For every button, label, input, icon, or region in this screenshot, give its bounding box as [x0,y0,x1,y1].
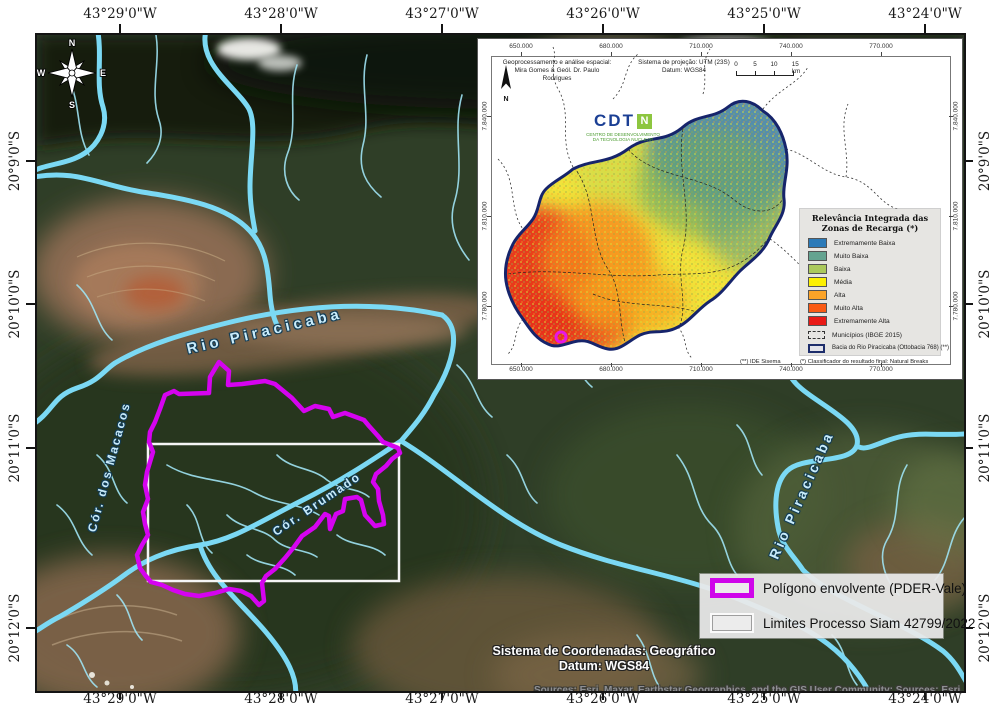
inset-municipality-inner [507,128,784,346]
coord-bottom-2: 43°27'0"W [405,691,479,707]
compass-s: S [69,100,75,109]
inset-projection: Sistema de projeção: UTM (23S) Datum: WG… [636,59,732,75]
cdtn-logo-sub2: DA TECNOLOGIA NUCLEAR [592,137,654,143]
inset-ytick-right-0: 7.840.000 [952,101,960,131]
cdtn-logo-nbox: N [636,113,652,129]
cdtn-logo-sub1: CENTRO DE DESENVOLVIMENTO [586,132,660,137]
inset-xtick-top-3: 740.000 [779,43,803,50]
basin-boundary [504,99,789,351]
inset-legend-class-row: Extremamente Alta [808,316,890,326]
coord-note-line2: Datum: WGS84 [558,659,650,673]
inset-xtick-top-2: 710.000 [689,43,713,50]
basemap-attribution: Sources: Esri, Maxar, Earthstar Geograph… [534,685,964,693]
coord-top-0: 43°29'0"W [83,6,157,22]
cdtn-logo: CDT N CENTRO DE DESENVOLVIMENTO DA TECNO… [573,111,673,142]
inset-xtick-bot-3: 740.000 [779,366,803,373]
coord-bottom-0: 43°29'0"W [83,691,157,707]
inset-xtick-bot-0: 650.000 [509,366,533,373]
legend-item-poligono: Polígono envolvente (PDER-Vale) [710,577,966,599]
inset-xtick-top-0: 650.000 [509,43,533,50]
inset-legend-class-row: Média [808,277,852,287]
inset-proj-line1: Sistema de projeção: UTM (23S) [638,59,730,66]
coord-top-5: 43°24'0"W [888,6,962,22]
inset-proj-line2: Datum: WGS84 [661,67,707,74]
inset-legend-class-row: Baixa [808,264,851,274]
attribution-line1: Sources: Esri, Maxar, Earthstar Geograph… [534,685,964,693]
coord-right-3: 20°12'0"S [977,593,993,663]
scalebar-15km: 15 km [791,61,801,75]
legend-item-siam: Limites Processo Siam 42799/2022 [710,612,975,634]
coord-bottom-5: 43°24'0"W [888,691,962,707]
coordinate-system-note: Sistema de Coordenadas: Geográfico Datum… [454,644,754,674]
inset-legend-class-row: Muito Baixa [808,251,868,261]
inset-raster [497,46,939,360]
compass-w: W [37,68,46,78]
inset-north-arrow: N [498,65,514,105]
coord-bottom-3: 43°26'0"W [566,691,640,707]
inset-legend: Relevância Integrada das Zonas de Recarg… [800,209,949,355]
inset-xtick-bot-4: 770.000 [869,366,893,373]
coord-top-1: 43°28'0"W [244,6,318,22]
study-area-marker [554,330,568,344]
bacia-swatch [808,343,825,353]
scalebar-10: 10 [770,61,778,68]
siam-limits-rectangle [146,442,401,583]
inset-neatline [491,56,951,365]
compass-rose: N E S W [37,37,107,109]
compass-e: E [100,68,106,78]
inset-xtick-bot-1: 680.000 [599,366,623,373]
coord-note-line1: Sistema de Coordenadas: Geográfico [492,644,716,658]
inset-ide-note: (**) IDE Sisema [740,359,781,365]
inset-legend-bacia: Bacia do Rio Piracicaba (Ottobacia 768) … [808,343,949,353]
coord-top-3: 43°26'0"W [566,6,640,22]
municipios-swatch [808,331,825,339]
inset-credit-line1: Geoprocessamento e análise espacial: [502,59,612,66]
inset-xtick-bot-2: 710.000 [689,366,713,373]
coord-right-1: 20°10'0"S [977,269,993,339]
inset-footnote: (*) Classificador do resultado final: Na… [800,359,929,365]
siam-label: Limites Processo Siam 42799/2022 [763,615,976,631]
cdtn-logo-text: CDT [594,111,635,130]
inset-legend-class-row: Extremamente Baixa [808,238,895,248]
inset-legend-title2: Zonas de Recarga (*) [821,223,919,233]
coord-left-1: 20°10'0"S [7,269,23,339]
poligono-swatch [710,578,754,598]
coord-left-2: 20°11'0"S [7,413,23,483]
inset-legend-class-row: Muito Alta [808,303,863,313]
coord-right-2: 20°11'0"S [977,413,993,483]
inset-xtick-top-4: 770.000 [869,43,893,50]
inset-credit-line2: Mira Gomes & Geól. Dr. Paulo Rodrigues [514,67,600,82]
scalebar-0: 0 [734,61,738,68]
inset-xtick-top-1: 680.000 [599,43,623,50]
inset-ytick-right-2: 7.780.000 [952,291,960,321]
coord-left-0: 20°9'0"S [7,130,23,192]
envelope-polygon [134,359,403,608]
siam-swatch [710,613,754,633]
inset-north-label: N [503,96,509,103]
coord-bottom-4: 43°25'0"W [727,691,801,707]
inset-ytick-right-1: 7.810.000 [952,201,960,231]
coord-top-2: 43°27'0"W [405,6,479,22]
inset-legend-class-row: Alta [808,290,845,300]
inset-credits: Geoprocessamento e análise espacial: Mir… [501,59,613,83]
poligono-label: Polígono envolvente (PDER-Vale) [763,580,967,596]
inset-legend-title1: Relevância Integrada das [811,213,929,223]
inset-map-panel: 650.000 680.000 710.000 740.000 770.000 … [477,38,963,380]
scalebar-5: 5 [753,61,757,68]
coord-top-4: 43°25'0"W [727,6,801,22]
compass-n: N [69,38,76,48]
coord-right-0: 20°9'0"S [977,130,993,192]
coord-left-3: 20°12'0"S [7,593,23,663]
inset-legend-municipios: Municípios (IBGE 2015) [808,330,902,340]
coord-bottom-1: 43°28'0"W [244,691,318,707]
map-legend: Polígono envolvente (PDER-Vale) Limites … [700,574,975,638]
